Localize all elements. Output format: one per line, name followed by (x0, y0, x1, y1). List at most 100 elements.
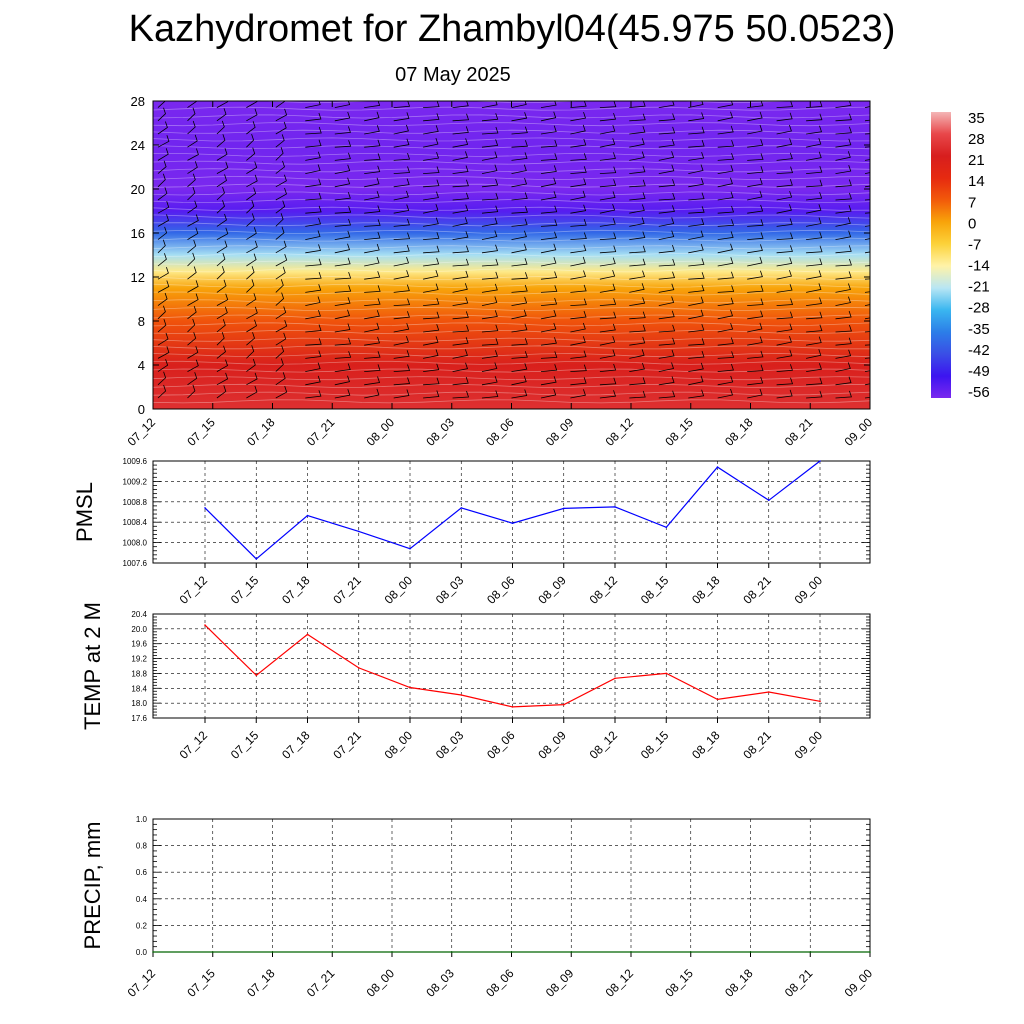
wind-barb (216, 279, 227, 293)
wind-barb (629, 311, 646, 320)
wind-barb (540, 376, 557, 386)
wind-barb (658, 376, 675, 386)
wind-barb (157, 173, 166, 188)
wind-barb (599, 101, 617, 108)
contour-line (153, 376, 870, 381)
wind-barb (511, 101, 527, 108)
wind-barb (452, 362, 469, 372)
data-point (511, 706, 514, 708)
wind-barb (511, 230, 527, 240)
chart-title: Kazhydromet for Zhambyl04(45.975 50.0523… (128, 8, 896, 50)
wind-barb (747, 139, 764, 148)
wind-barb (629, 283, 645, 293)
y-tick-label: 8 (138, 314, 145, 329)
wind-barb (275, 226, 285, 240)
wind-barb (334, 243, 351, 254)
wind-barb (511, 243, 527, 254)
wind-barb (688, 323, 705, 333)
wind-barb (452, 101, 469, 108)
wind-barb (481, 271, 499, 280)
wind-barb (246, 319, 257, 333)
wind-barb (806, 297, 823, 306)
wind-barb (570, 178, 587, 188)
wind-barb (806, 113, 823, 122)
wind-barb (717, 125, 734, 135)
wind-barb (364, 205, 381, 214)
wind-barb (511, 257, 528, 267)
data-point (255, 674, 258, 677)
wind-barb (305, 230, 321, 240)
wind-barb (275, 332, 287, 346)
wind-barb (747, 350, 764, 359)
data-point (869, 951, 871, 953)
wind-barb (629, 231, 646, 240)
x-tick-label: 08_12 (587, 728, 621, 762)
wind-barb (717, 177, 733, 188)
x-tick-label: 08_18 (722, 966, 756, 1000)
data-point (563, 703, 565, 706)
wind-barb (157, 253, 167, 267)
wind-barb (776, 218, 793, 227)
wind-barb (599, 349, 616, 359)
wind-barb (776, 298, 794, 306)
data-point (614, 677, 616, 680)
wind-barb (393, 166, 411, 174)
wind-barb (393, 178, 410, 188)
wind-barb (629, 138, 645, 148)
wind-barb (511, 323, 528, 333)
x-tick-label: 08_03 (423, 415, 457, 449)
x-tick-label: 07_12 (125, 966, 159, 1000)
y-tick-label: 12 (131, 270, 145, 285)
wind-barb (570, 284, 587, 293)
x-tick-label: 08_06 (483, 415, 517, 449)
wind-barb (688, 362, 704, 372)
wind-barb (187, 332, 197, 346)
wind-barb (747, 177, 763, 188)
contour-line (153, 160, 870, 165)
wind-barb (452, 151, 468, 161)
x-tick-label: 09_00 (842, 966, 876, 1000)
y-tick-label: 0.4 (136, 895, 148, 904)
wind-barb (423, 311, 440, 320)
wind-barb (187, 227, 199, 240)
wind-barb (334, 285, 352, 293)
wind-barb (540, 243, 557, 254)
wind-barb (717, 388, 734, 399)
data-point (331, 951, 334, 953)
wind-barb (511, 375, 527, 386)
data-point (570, 951, 573, 953)
wind-barb (393, 389, 410, 399)
wind-barb (570, 232, 587, 240)
wind-barb (570, 377, 587, 386)
wind-barb (275, 306, 287, 320)
wind-barb (157, 214, 169, 227)
contour-lines (153, 101, 870, 404)
y-tick-label: 0.0 (136, 948, 148, 957)
wind-barb (305, 178, 322, 188)
wind-barb (364, 364, 381, 372)
y-tick-label: 1009.6 (123, 457, 148, 466)
x-tick-label: 08_09 (543, 966, 577, 1000)
x-tick-label: 08_15 (662, 415, 696, 449)
colorbar-label: -56 (968, 384, 990, 401)
wind-barb (481, 151, 498, 161)
wind-barb (658, 349, 675, 359)
wind-barb (246, 213, 255, 227)
wind-barb (305, 309, 321, 320)
wind-barb (747, 364, 764, 372)
wind-barb (187, 372, 198, 386)
data-point (809, 951, 812, 953)
x-tick-label: 09_00 (792, 728, 826, 762)
wind-barb (481, 101, 498, 108)
x-tick-label: 08_15 (638, 573, 672, 607)
wind-barb (481, 258, 499, 267)
wind-barb (717, 271, 734, 280)
wind-barb (540, 297, 558, 306)
wind-barb (776, 190, 793, 201)
temp-2m-panel: 17.6 18.0 18.4 18.8 19.2 19.6 20.0 20.4 07_12 07_… (80, 602, 871, 762)
colorbar-label: -42 (968, 342, 990, 359)
wind-barb (423, 125, 439, 135)
wind-barb (364, 256, 380, 267)
y-tick-label: 28 (131, 94, 145, 109)
wind-barb (393, 364, 411, 372)
